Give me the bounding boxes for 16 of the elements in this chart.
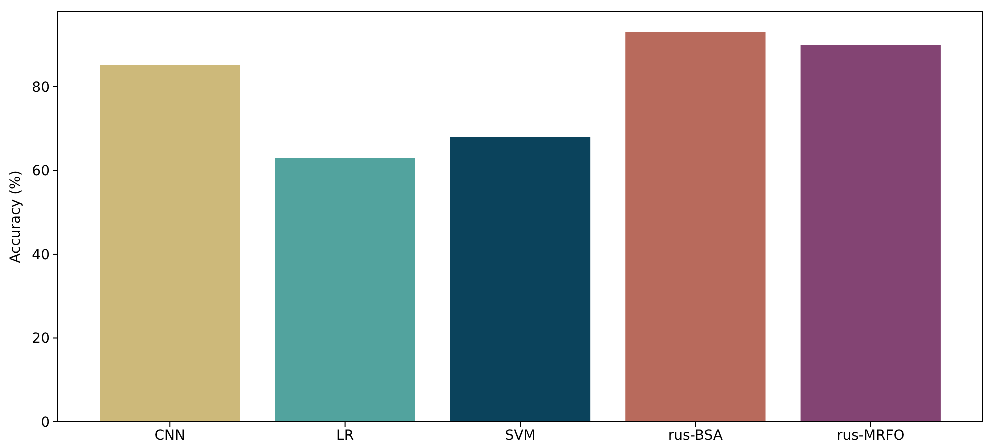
bar <box>275 158 416 422</box>
y-tick-label: 0 <box>41 414 50 431</box>
bar <box>100 65 240 422</box>
y-axis-title: Accuracy (%) <box>8 170 24 264</box>
x-tick-label: rus-MRFO <box>836 428 905 444</box>
x-tick-label: CNN <box>154 428 186 444</box>
y-tick-label: 20 <box>32 331 50 348</box>
bar <box>450 137 591 422</box>
x-tick-label: rus-BSA <box>668 428 724 444</box>
y-tick-label: 60 <box>32 164 50 180</box>
x-tick-label: SVM <box>505 428 536 444</box>
x-tick-label: LR <box>336 428 354 444</box>
y-tick-label: 80 <box>32 80 50 96</box>
bar <box>800 45 941 422</box>
y-tick-label: 40 <box>32 247 50 264</box>
bar <box>626 32 766 422</box>
